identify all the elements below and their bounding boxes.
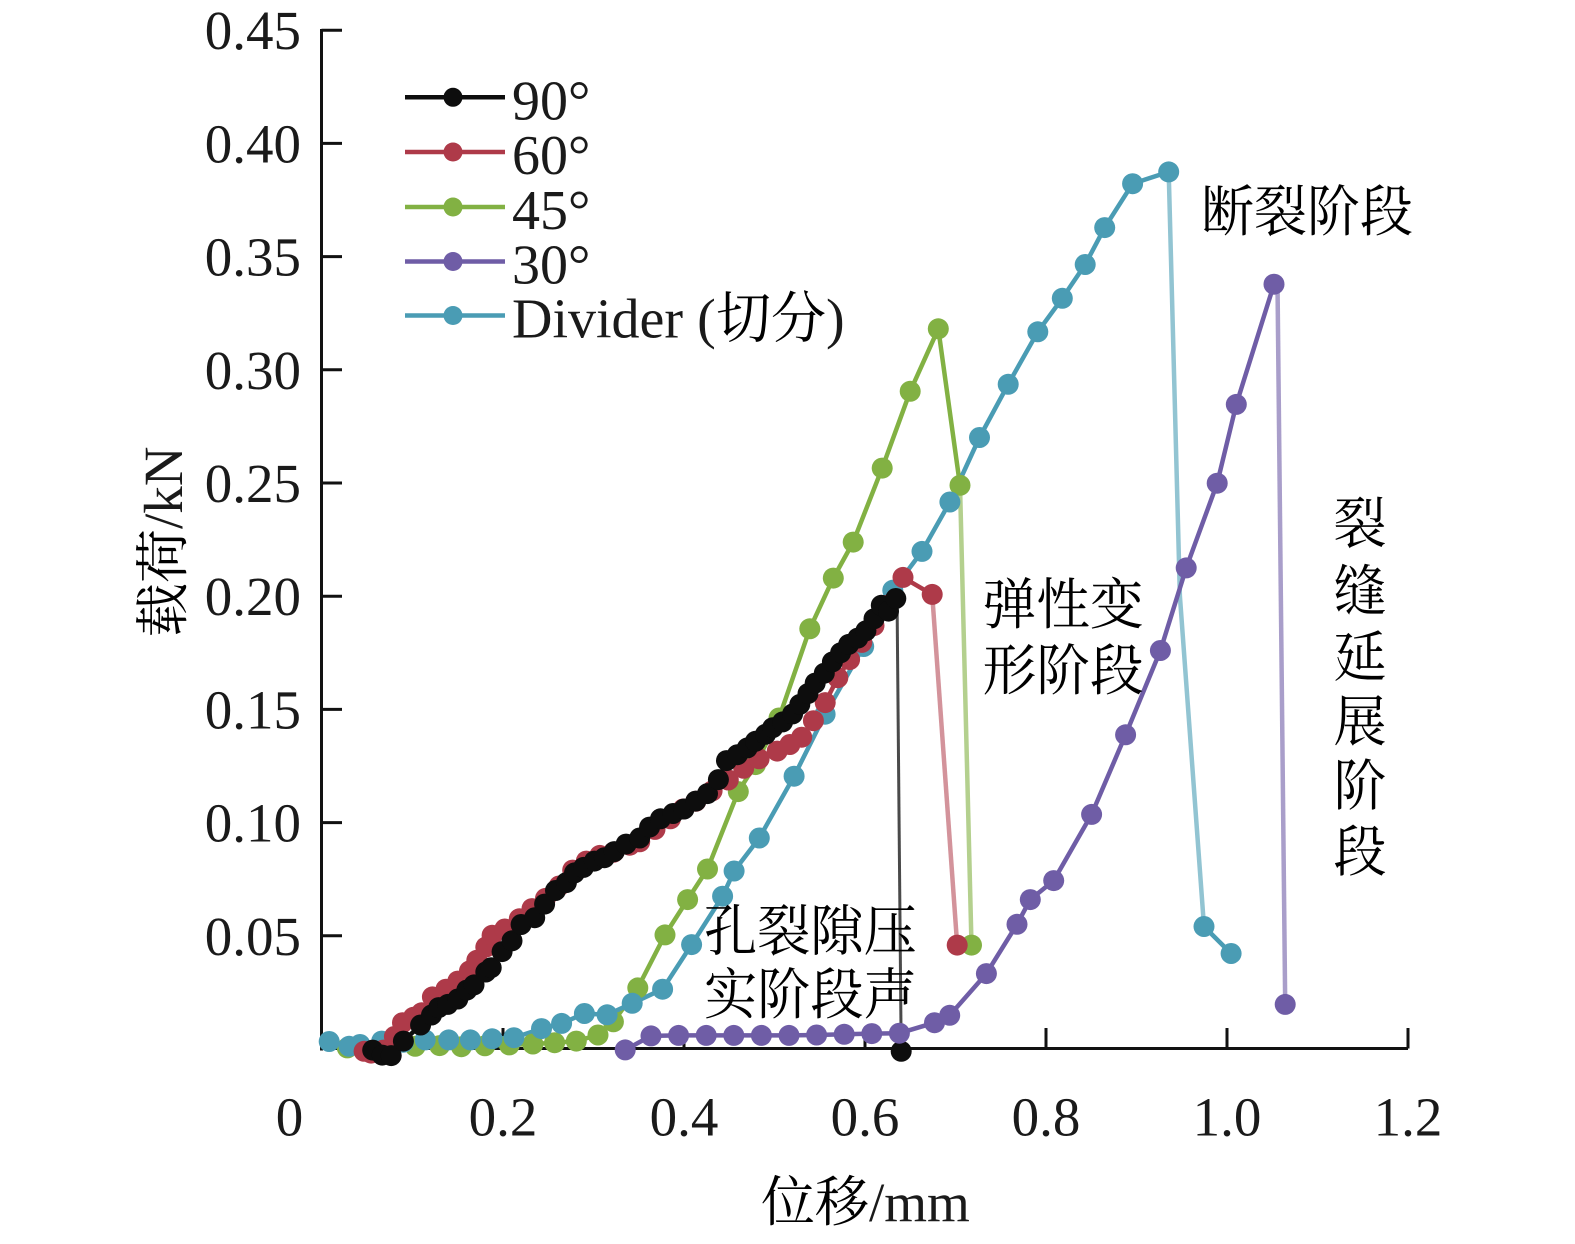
svg-text:0.4: 0.4 [650, 1087, 719, 1148]
svg-text:0.8: 0.8 [1012, 1087, 1081, 1148]
svg-text:60°: 60° [512, 125, 590, 187]
svg-text:0.40: 0.40 [205, 113, 301, 174]
svg-text:0.05: 0.05 [205, 906, 301, 967]
svg-text:30°: 30° [512, 235, 590, 297]
svg-text:Divider (: Divider ( [512, 289, 716, 351]
svg-text:0.10: 0.10 [205, 793, 301, 854]
svg-text:0.20: 0.20 [205, 566, 301, 627]
svg-text:0.2: 0.2 [469, 1087, 538, 1148]
svg-text:/mm: /mm [869, 1172, 970, 1233]
svg-text:0.30: 0.30 [205, 340, 301, 401]
svg-text:): ) [826, 289, 845, 351]
svg-text:1.2: 1.2 [1374, 1087, 1443, 1148]
svg-text:0.15: 0.15 [205, 679, 301, 740]
svg-text:0.25: 0.25 [205, 453, 301, 514]
svg-text:1.0: 1.0 [1193, 1087, 1262, 1148]
svg-text:0: 0 [276, 1087, 304, 1148]
svg-text:0.35: 0.35 [205, 227, 301, 288]
svg-text:90°: 90° [512, 70, 590, 132]
svg-text:45°: 45° [512, 180, 590, 242]
svg-text:/kN: /kN [133, 447, 194, 530]
svg-text:0.6: 0.6 [831, 1087, 900, 1148]
svg-text:0.45: 0.45 [205, 0, 301, 61]
